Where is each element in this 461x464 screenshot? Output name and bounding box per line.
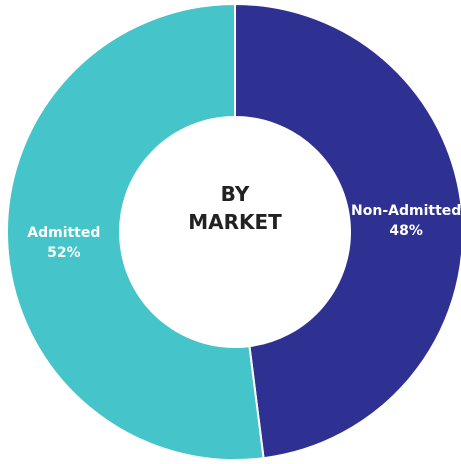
slice-label: Admitted (27, 225, 100, 241)
chart-title: BY MARKET (188, 182, 282, 234)
slice-value: 48% (389, 223, 423, 239)
slice (6, 2, 265, 461)
slice (234, 2, 461, 460)
slice-label: Non-Admitted (351, 203, 461, 219)
slice-value: 52% (47, 245, 81, 261)
